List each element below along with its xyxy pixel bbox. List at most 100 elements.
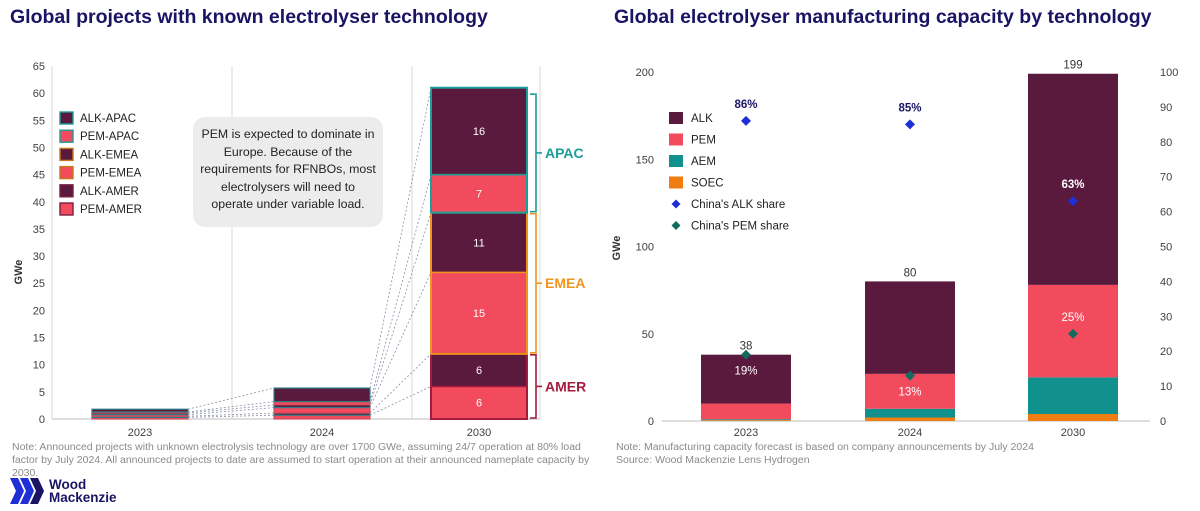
left-y-tick-label: 40 <box>33 197 45 209</box>
right-y2-tick-label: 70 <box>1160 172 1172 184</box>
left-y-tick-label: 55 <box>33 115 45 127</box>
left-y-tick-label: 30 <box>33 251 45 263</box>
right-y2-tick-label: 20 <box>1160 346 1172 358</box>
left-data-label: 7 <box>476 189 482 201</box>
right-y2-tick-label: 30 <box>1160 311 1172 323</box>
left-legend-label: ALK-APAC <box>80 113 136 125</box>
right-y-tick-label: 200 <box>636 67 654 79</box>
left-bar-alk-apac-2030 <box>430 86 528 176</box>
right-total-label: 80 <box>904 267 917 279</box>
left-data-label: 16 <box>473 126 485 138</box>
left-legend-label: PEM-APAC <box>80 131 139 143</box>
left-legend-label: ALK-AMER <box>80 186 139 198</box>
left-connector-line <box>187 387 275 410</box>
right-share-label: 85% <box>898 102 921 114</box>
right-note-line: Note: Manufacturing capacity forecast is… <box>616 441 1034 453</box>
right-legend-marker <box>671 221 681 230</box>
left-legend-label: PEM-AMER <box>80 204 142 216</box>
right-share-label: 25% <box>1061 312 1084 324</box>
left-y-tick-label: 25 <box>33 278 45 290</box>
right-legend-label: China's ALK share <box>691 199 785 211</box>
left-y-tick-label: 50 <box>33 142 45 154</box>
right-y2-tick-label: 100 <box>1160 67 1178 79</box>
left-legend-swatch <box>59 184 74 198</box>
logo-mark-icon <box>10 478 44 504</box>
left-chart-title: Global projects with known electrolyser … <box>10 6 488 28</box>
right-marker-china-s-pem-share <box>1068 328 1078 339</box>
left-y-tick-label: 10 <box>33 360 45 372</box>
right-bar-soec-2023 <box>701 420 791 421</box>
right-x-tick-label: 2024 <box>898 427 922 439</box>
right-legend-label: SOEC <box>691 178 724 190</box>
right-legend-label: AEM <box>691 156 716 168</box>
right-legend-swatch <box>669 155 683 167</box>
right-x-tick-label: 2023 <box>734 427 758 439</box>
right-bar-alk-2024 <box>865 281 955 374</box>
right-marker-china-s-alk-share <box>741 115 751 126</box>
left-data-label: 11 <box>473 238 484 250</box>
right-marker-china-s-pem-share <box>741 349 751 360</box>
right-y2-tick-label: 10 <box>1160 381 1172 393</box>
left-x-tick-label: 2023 <box>128 427 152 439</box>
left-y-tick-label: 60 <box>33 88 45 100</box>
right-y2-tick-label: 0 <box>1160 416 1166 428</box>
left-legend-swatch <box>59 111 74 125</box>
right-share-label: 63% <box>1061 179 1084 191</box>
left-legend-label: PEM-EMEA <box>80 168 142 180</box>
right-y-tick-label: 100 <box>636 242 654 254</box>
right-y-tick-label: 50 <box>642 329 654 341</box>
right-bar-aem-2024 <box>865 408 955 418</box>
right-chart: 0501001502000102030405060708090100GWe202… <box>611 60 1178 439</box>
left-legend-swatch <box>59 147 74 162</box>
left-legend-swatch <box>59 202 74 216</box>
right-legend-swatch <box>669 112 683 124</box>
left-chart: 0 5 10 15 20 25 30 35 40 45 50 55 60 65 GWe 2023 2024 203… <box>13 61 586 439</box>
left-region-label-amer: AMER <box>545 378 586 394</box>
right-bar-alk-2023 <box>701 354 791 404</box>
right-bar-soec-2024 <box>865 417 955 421</box>
left-y-tick-label: 35 <box>33 224 45 236</box>
left-connector-line <box>369 386 432 416</box>
right-chart-title: Global electrolyser manufacturing capaci… <box>614 6 1152 28</box>
right-marker-china-s-alk-share <box>1068 196 1078 207</box>
right-total-label: 199 <box>1063 60 1082 72</box>
right-bar-aem-2023 <box>701 419 791 421</box>
left-connector-line <box>369 174 432 402</box>
left-connector-line <box>187 401 275 413</box>
left-region-outline <box>430 86 528 214</box>
right-legend-label: ALK <box>691 113 713 125</box>
right-marker-china-s-pem-share <box>905 370 915 381</box>
left-data-label: 6 <box>476 365 482 377</box>
left-chart-note: Note: Announced projects with unknown el… <box>12 441 590 479</box>
right-share-label: 19% <box>734 366 757 378</box>
right-share-label: 13% <box>898 387 921 399</box>
logo-text: Wood Mackenzie <box>49 477 117 505</box>
right-source-line: Source: Wood Mackenzie Lens Hydrogen <box>616 454 810 466</box>
left-y-tick-label: 45 <box>33 170 45 182</box>
left-x-tick-label: 2030 <box>467 427 491 439</box>
right-bar-aem-2030 <box>1028 377 1118 415</box>
left-connector-line <box>369 87 432 389</box>
right-legend-label: China's PEM share <box>691 221 789 233</box>
left-bar-alk-apac-2023 <box>91 408 189 413</box>
right-total-label: 38 <box>740 341 753 353</box>
right-share-label: 86% <box>734 99 757 111</box>
right-marker-china-s-alk-share <box>905 119 915 130</box>
left-region-label-emea: EMEA <box>545 275 585 291</box>
right-y2-tick-label: 40 <box>1160 276 1172 288</box>
left-bar-pem-apac-2030 <box>430 173 528 214</box>
wood-mackenzie-logo: Wood Mackenzie <box>10 478 117 504</box>
right-y-tick-label: 0 <box>648 416 654 428</box>
right-y2-tick-label: 90 <box>1160 102 1172 114</box>
left-y-tick-label: 0 <box>39 414 45 426</box>
logo-line-1: Wood <box>49 477 87 492</box>
right-y2-tick-label: 80 <box>1160 137 1172 149</box>
right-legend-marker <box>671 199 681 209</box>
left-data-label: 15 <box>473 308 485 320</box>
right-legend-swatch <box>669 176 683 189</box>
right-bar-alk-2030 <box>1028 73 1118 285</box>
left-legend-swatch <box>59 129 74 143</box>
right-y-tick-label: 150 <box>636 154 654 166</box>
left-connector-line <box>369 212 432 406</box>
right-bar-soec-2030 <box>1028 414 1118 421</box>
